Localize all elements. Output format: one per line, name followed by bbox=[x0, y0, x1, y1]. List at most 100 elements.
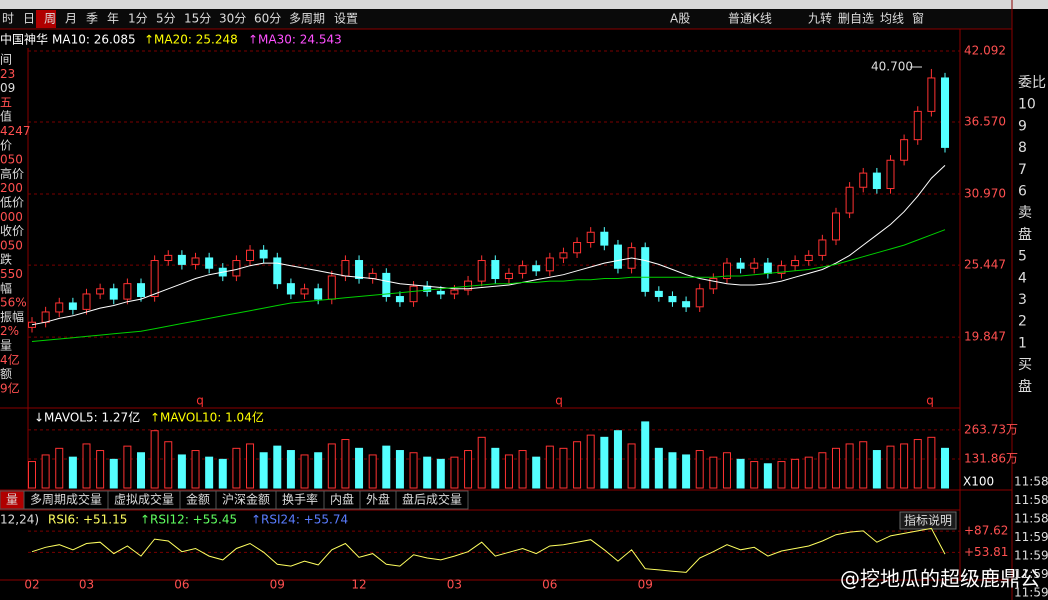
volume-bar bbox=[941, 447, 949, 489]
volume-bar bbox=[341, 439, 350, 489]
period-button[interactable]: 年 bbox=[107, 12, 119, 26]
legend-entry: ↑RSI24: +55.74 bbox=[251, 513, 348, 527]
period-button[interactable]: 5分 bbox=[156, 12, 176, 26]
volume-bar bbox=[232, 447, 241, 489]
candle-body bbox=[722, 262, 731, 280]
side-info: 9亿 bbox=[0, 380, 20, 395]
y-tick-label: +53.81 bbox=[964, 545, 1008, 559]
side-info: 振幅 bbox=[0, 309, 24, 324]
volume-bar bbox=[545, 445, 554, 489]
candle-body bbox=[763, 262, 772, 274]
trade-time: 11:58 bbox=[1014, 493, 1048, 507]
volume-bar bbox=[109, 458, 118, 489]
tool-button[interactable]: 普通K线 bbox=[728, 12, 772, 26]
tab-label[interactable]: 多周期成交量 bbox=[30, 492, 102, 507]
volume-bar bbox=[259, 452, 268, 489]
x-tick-label: 09 bbox=[638, 578, 653, 592]
tab-label[interactable]: 虚拟成交量 bbox=[114, 492, 174, 507]
period-button[interactable]: 设置 bbox=[334, 12, 358, 26]
trade-time: 11:58 bbox=[1014, 475, 1048, 489]
candle-body bbox=[450, 289, 459, 295]
trade-time: 11:59 bbox=[1014, 586, 1048, 600]
volume-bar bbox=[150, 430, 159, 489]
candle-body bbox=[872, 172, 881, 190]
tab-label[interactable]: 盘后成交量 bbox=[402, 492, 462, 507]
volume-bar bbox=[627, 443, 636, 489]
side-info: 56% bbox=[0, 296, 27, 310]
order-book: 9 bbox=[1018, 118, 1027, 134]
tab[interactable] bbox=[395, 490, 469, 510]
tab-label[interactable]: 外盘 bbox=[366, 492, 390, 507]
tab-label[interactable]: 沪深金额 bbox=[222, 492, 270, 507]
candle-body bbox=[55, 302, 64, 313]
volume-bar bbox=[750, 461, 759, 489]
period-button[interactable]: 月 bbox=[65, 12, 77, 26]
side-info: 4亿 bbox=[0, 352, 20, 367]
volume-bar bbox=[191, 450, 200, 489]
candle-body bbox=[900, 139, 909, 161]
x-tick-label: 06 bbox=[542, 578, 557, 592]
volume-bar bbox=[123, 445, 132, 489]
legend-entry: MA10: 26.085 bbox=[52, 33, 136, 47]
series-line bbox=[31, 165, 946, 326]
tab-label[interactable]: 金额 bbox=[186, 492, 210, 507]
period-button[interactable]: 季 bbox=[86, 12, 98, 26]
candle-body bbox=[164, 254, 173, 262]
tool-button[interactable]: 删自选 bbox=[838, 12, 874, 26]
side-info: 值 bbox=[0, 109, 12, 124]
period-button[interactable]: 日 bbox=[23, 12, 35, 26]
candle-body bbox=[177, 254, 186, 265]
order-book: 5 bbox=[1018, 249, 1027, 265]
volume-bar bbox=[859, 441, 868, 489]
candle-body bbox=[600, 231, 609, 246]
period-button[interactable]: 周 bbox=[44, 12, 56, 26]
candle-body bbox=[777, 265, 786, 274]
period-button[interactable]: 60分 bbox=[254, 12, 281, 26]
tool-button[interactable]: A股 bbox=[670, 12, 690, 26]
volume-bar bbox=[900, 443, 909, 489]
tool-button[interactable]: 九转 bbox=[808, 11, 832, 26]
volume-bar bbox=[286, 450, 295, 489]
order-book: 盘 bbox=[1018, 226, 1032, 243]
period-button[interactable]: 时 bbox=[2, 12, 14, 26]
candle-body bbox=[123, 283, 132, 300]
tab-label[interactable]: 内盘 bbox=[330, 492, 354, 507]
volume-bar bbox=[450, 456, 459, 489]
tab-label[interactable]: 换手率 bbox=[282, 492, 318, 507]
candle-body bbox=[532, 265, 541, 272]
tab-label[interactable]: 量 bbox=[6, 493, 18, 507]
candle-body bbox=[709, 278, 718, 290]
volume-bar bbox=[709, 456, 718, 489]
tool-button[interactable]: 窗 bbox=[912, 12, 924, 26]
help-text[interactable]: 指标说明 bbox=[904, 513, 952, 528]
candle-body bbox=[736, 262, 745, 269]
candle-body bbox=[573, 242, 582, 254]
candle-body bbox=[150, 260, 159, 298]
candle-body bbox=[491, 260, 500, 280]
volume-bar bbox=[872, 450, 881, 489]
x-tick-label: 02 bbox=[24, 578, 39, 592]
candle-body bbox=[859, 172, 868, 188]
side-info: 000 bbox=[0, 210, 23, 224]
side-info: 价 bbox=[0, 138, 12, 152]
volume-bar bbox=[491, 447, 500, 489]
volume-bar bbox=[791, 458, 800, 489]
y-tick-label: 19.847 bbox=[964, 330, 1006, 344]
volume-bar bbox=[382, 445, 391, 489]
period-button[interactable]: 15分 bbox=[184, 12, 211, 26]
candle-body bbox=[941, 77, 949, 148]
tool-button[interactable]: 均线 bbox=[880, 12, 904, 26]
y-tick-label: 25.447 bbox=[964, 258, 1006, 272]
candle-body bbox=[845, 186, 854, 214]
y-tick-label: +87.62 bbox=[964, 524, 1008, 538]
period-button[interactable]: 30分 bbox=[219, 12, 246, 26]
candle-body bbox=[273, 257, 282, 285]
side-info: 550 bbox=[0, 267, 23, 281]
period-button[interactable]: 多周期 bbox=[289, 12, 325, 26]
period-button[interactable]: 1分 bbox=[128, 12, 148, 26]
order-book: 委比 bbox=[1018, 75, 1046, 91]
volume-bar bbox=[886, 445, 895, 489]
volume-bar bbox=[504, 454, 513, 489]
volume-bar bbox=[532, 456, 541, 489]
side-info: 量 bbox=[0, 339, 12, 353]
